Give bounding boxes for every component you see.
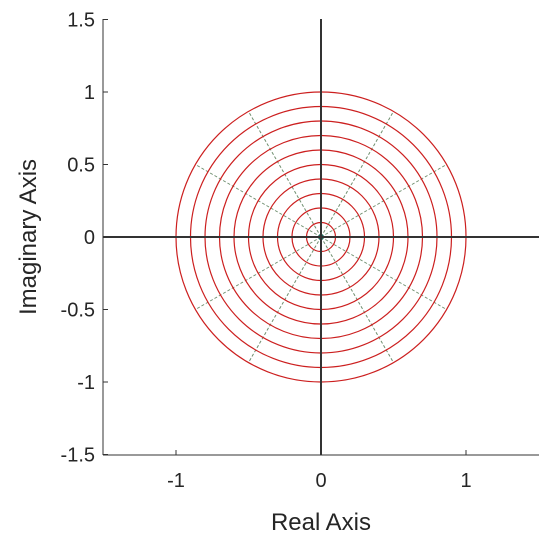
- tick-labels: 1.5 1 0.5 0 -0.5 -1 -1.5 -1 0 1: [61, 10, 472, 493]
- y-tick-label: -1.5: [61, 445, 95, 467]
- axes: [102, 19, 539, 456]
- y-axis-label: Imaginary Axis: [15, 159, 42, 315]
- x-tick-label: 0: [315, 470, 326, 492]
- y-tick-label: -1: [77, 372, 95, 394]
- y-tick-label: 0.5: [67, 155, 95, 177]
- y-tick-label: 0: [84, 227, 95, 249]
- y-tick-label: 1: [84, 82, 95, 104]
- y-tick-label: -0.5: [61, 300, 95, 322]
- x-axis-label: Real Axis: [271, 509, 371, 536]
- x-tick-label: 1: [460, 470, 471, 492]
- x-tick-label: -1: [167, 470, 185, 492]
- y-tick-label: 1.5: [67, 10, 95, 32]
